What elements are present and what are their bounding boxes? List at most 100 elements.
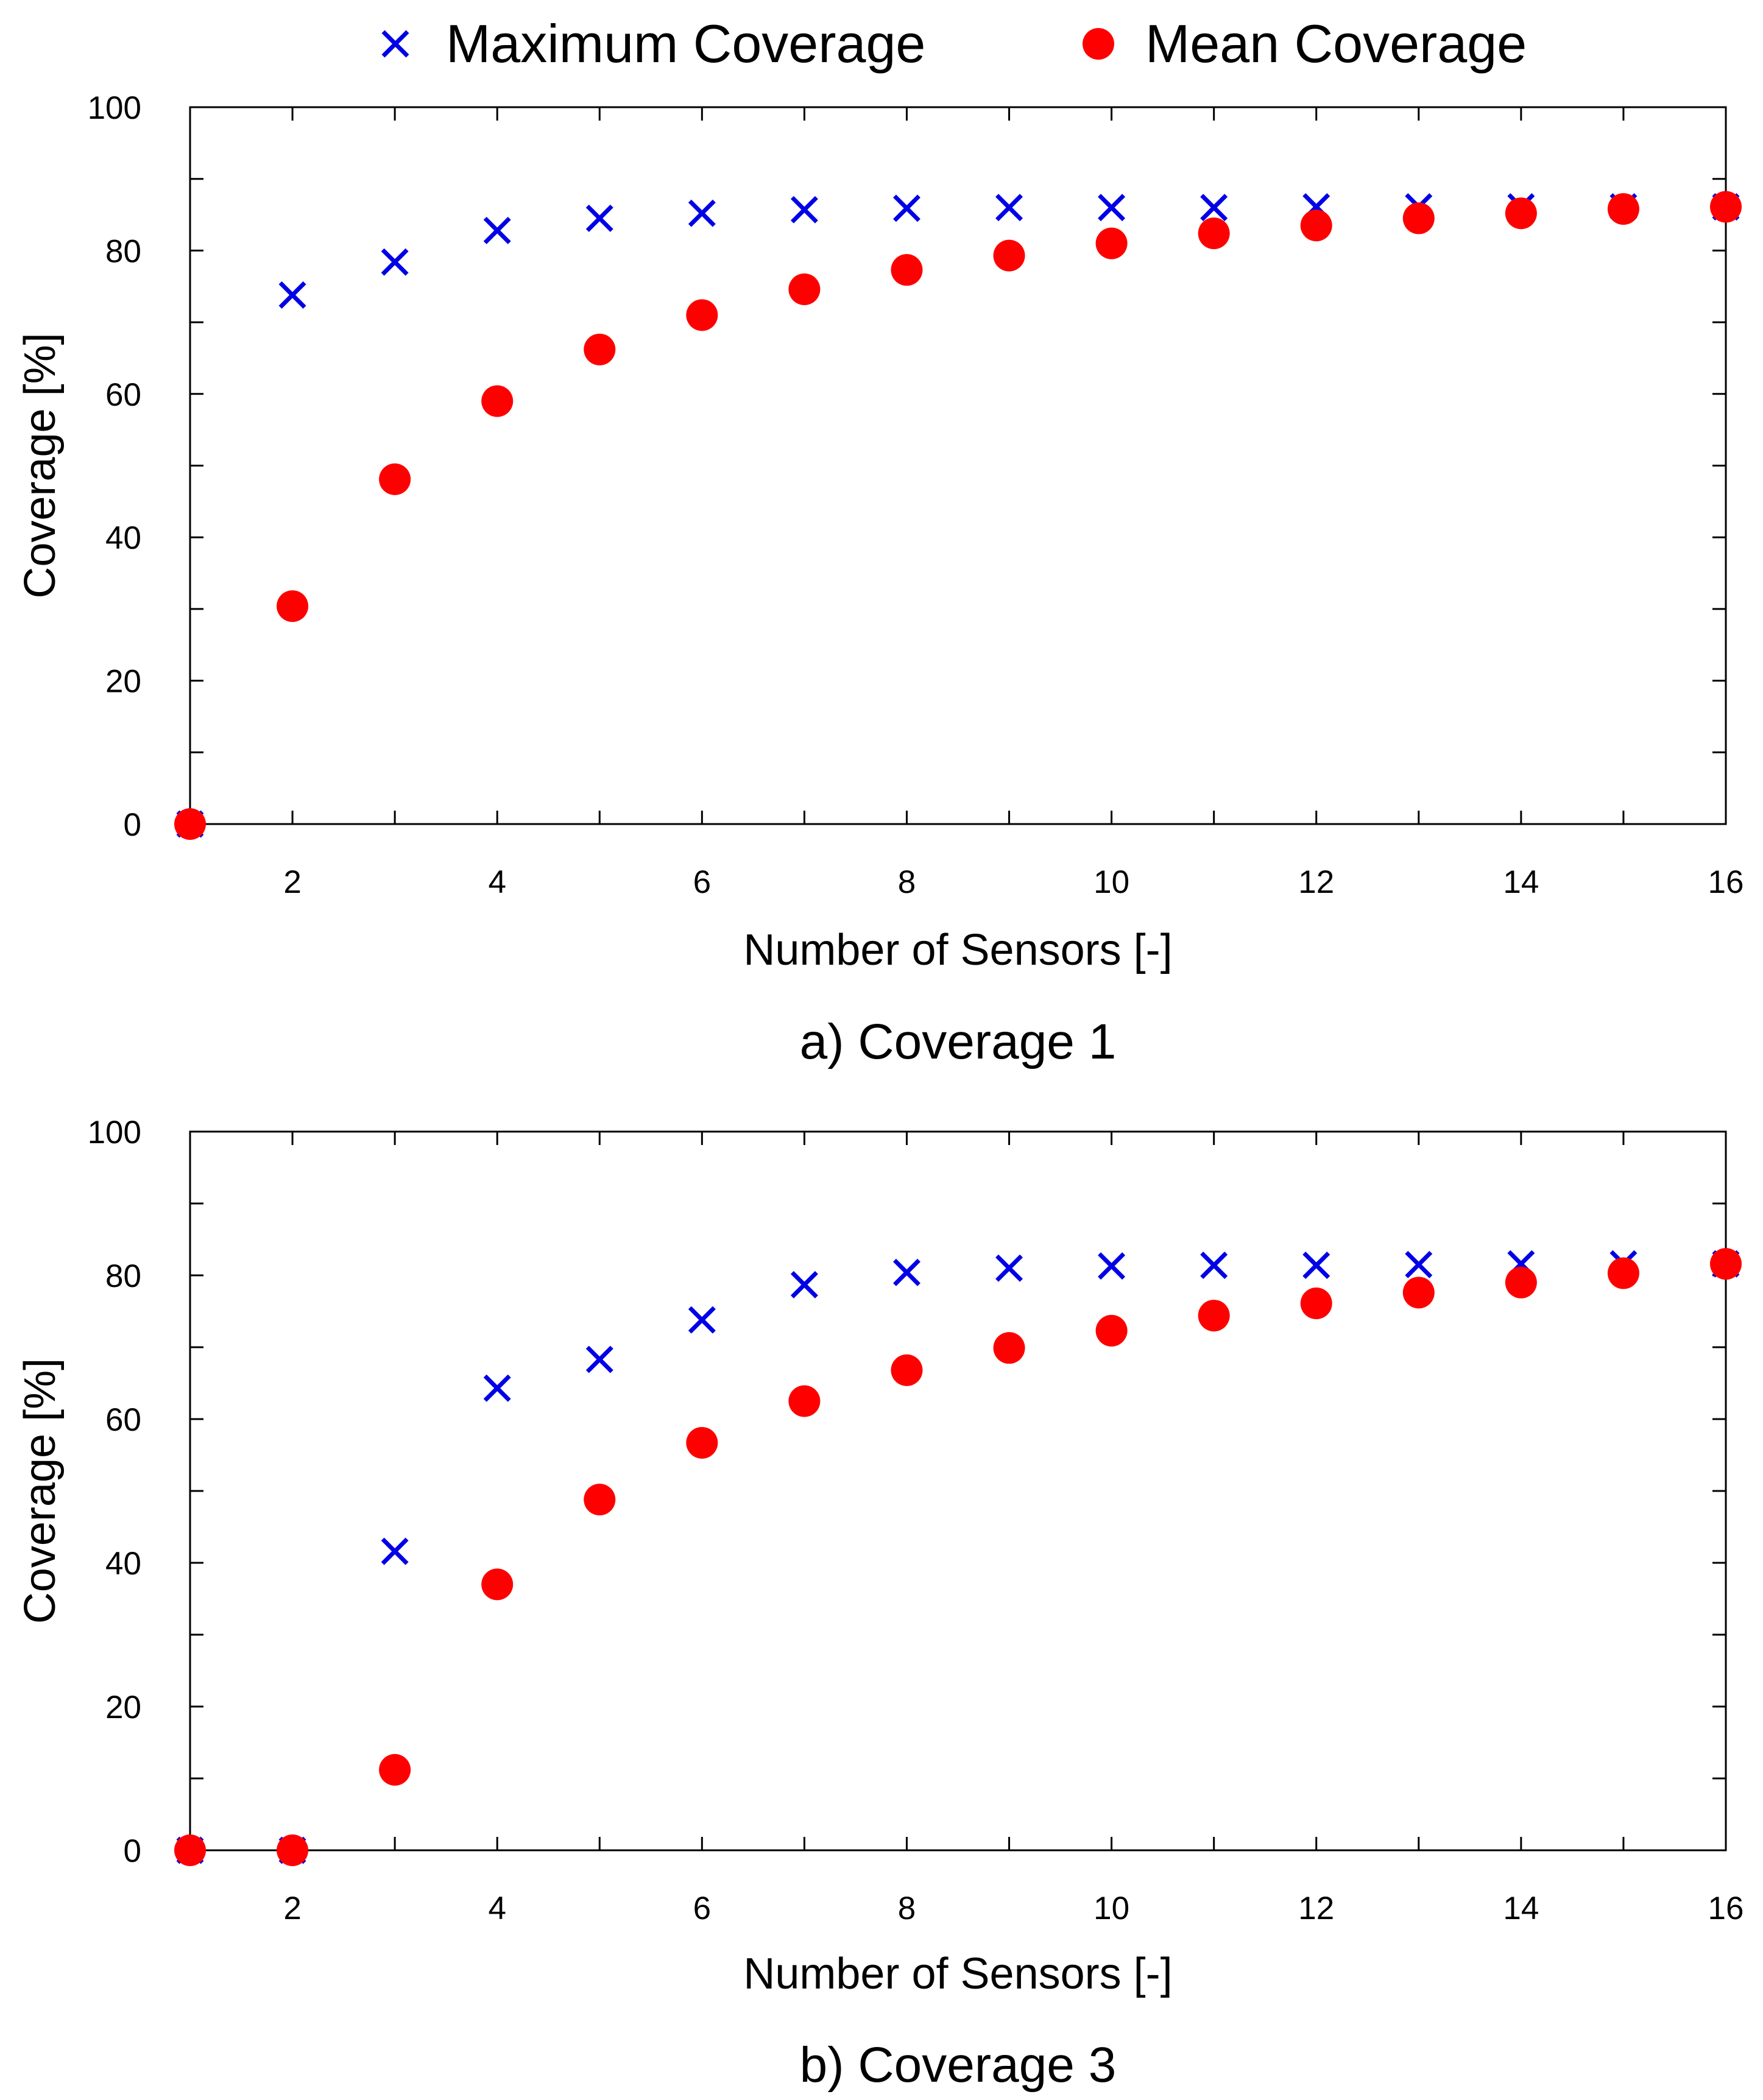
chart-panel-b: 2 4 6 8 10 12 14 16 0 20 40 60 80 100 Number of Sensor…	[16, 1115, 1744, 2093]
series-maximum-coverage	[176, 1250, 1740, 1864]
x-tick-label: 16	[1708, 1890, 1744, 1926]
series-maximum-coverage	[176, 193, 1740, 838]
data-point-mean-coverage	[379, 1753, 411, 1786]
data-point-mean-coverage	[686, 1426, 718, 1459]
data-point-mean-coverage	[1300, 210, 1332, 242]
data-point-mean-coverage	[1505, 197, 1537, 230]
x-tick-label: 2	[283, 1890, 301, 1926]
data-point-maximum-coverage	[1098, 194, 1126, 222]
data-point-maximum-coverage	[995, 194, 1023, 222]
data-point-mean-coverage	[277, 1834, 309, 1866]
data-point-mean-coverage	[1607, 193, 1639, 225]
data-point-mean-coverage	[481, 1568, 514, 1601]
x-tick-label: 14	[1503, 864, 1539, 900]
y-tick-label: 40	[105, 1546, 141, 1582]
y-axis-label: Coverage [%]	[16, 1358, 65, 1624]
data-point-maximum-coverage	[790, 196, 818, 224]
y-tick-label: 80	[105, 233, 141, 269]
x-tick-label: 4	[488, 1890, 506, 1926]
data-point-mean-coverage	[788, 1385, 821, 1417]
x-tick-label: 8	[898, 864, 916, 900]
y-tick-label: 100	[88, 90, 141, 126]
legend-label-mean-coverage: Mean Coverage	[1145, 13, 1527, 74]
data-point-mean-coverage	[277, 590, 309, 622]
x-tick-label: 8	[898, 1890, 916, 1926]
y-tick-label: 20	[105, 664, 141, 700]
y-tick-label: 20	[105, 1690, 141, 1725]
data-point-mean-coverage	[1095, 1314, 1128, 1347]
x-tick-label: 12	[1298, 864, 1334, 900]
y-axis-label: Coverage [%]	[16, 333, 65, 598]
data-point-mean-coverage	[1198, 217, 1230, 250]
legend-label-maximum-coverage: Maximum Coverage	[446, 13, 925, 74]
data-point-mean-coverage	[1402, 1277, 1435, 1309]
x-tick-label: 16	[1708, 864, 1744, 900]
data-point-maximum-coverage	[892, 194, 920, 222]
data-point-maximum-coverage	[688, 1306, 716, 1334]
series-mean-coverage	[174, 1248, 1742, 1866]
data-point-mean-coverage	[788, 273, 821, 305]
y-tick-label: 100	[88, 1115, 141, 1150]
data-point-mean-coverage	[891, 1354, 923, 1386]
data-point-maximum-coverage	[1405, 1250, 1433, 1278]
data-point-mean-coverage	[584, 333, 616, 365]
y-tick-label: 40	[105, 520, 141, 556]
data-point-maximum-coverage	[995, 1254, 1023, 1282]
data-point-maximum-coverage	[1200, 194, 1228, 222]
data-point-mean-coverage	[1607, 1257, 1639, 1289]
chart-caption: b) Coverage 3	[800, 2037, 1117, 2093]
chart-caption: a) Coverage 1	[800, 1014, 1117, 1069]
x-tick-label: 10	[1093, 864, 1129, 900]
x-axis-label: Number of Sensors [-]	[743, 1950, 1172, 1998]
data-point-maximum-coverage	[892, 1258, 920, 1286]
data-point-mean-coverage	[1095, 227, 1128, 259]
data-point-mean-coverage	[993, 239, 1025, 272]
data-point-maximum-coverage	[585, 1345, 613, 1373]
data-point-mean-coverage	[584, 1484, 616, 1516]
x-axis-label: Number of Sensors [-]	[743, 926, 1172, 974]
x-tick-label: 6	[693, 864, 711, 900]
chart-panel-a: 2 4 6 8 10 12 14 16 0 20 40 60 80 100 Number of Sensor…	[16, 90, 1744, 1069]
data-point-maximum-coverage	[381, 1537, 409, 1565]
plot-frame	[189, 1130, 1727, 1852]
data-point-maximum-coverage	[790, 1270, 818, 1298]
data-point-maximum-coverage	[688, 199, 716, 227]
data-point-mean-coverage	[379, 463, 411, 495]
data-point-maximum-coverage	[278, 281, 306, 309]
x-tick-label: 14	[1503, 1890, 1539, 1926]
data-point-mean-coverage	[1710, 1248, 1742, 1280]
data-point-mean-coverage	[891, 254, 923, 286]
data-point-maximum-coverage	[585, 204, 613, 232]
legend: Maximum Coverage Mean Coverage	[381, 13, 1527, 74]
plot-frame	[189, 106, 1727, 825]
x-tick-label: 12	[1298, 1890, 1334, 1926]
y-tick-label: 60	[105, 1402, 141, 1438]
data-point-mean-coverage	[1710, 191, 1742, 223]
legend-marker-maximum-coverage	[381, 30, 409, 58]
series-mean-coverage	[174, 191, 1742, 840]
data-point-maximum-coverage	[483, 216, 511, 244]
data-point-maximum-coverage	[483, 1374, 511, 1402]
y-tick-label: 80	[105, 1258, 141, 1294]
legend-marker-mean-coverage	[1083, 28, 1114, 60]
data-point-mean-coverage	[174, 1834, 206, 1866]
data-point-maximum-coverage	[1200, 1252, 1228, 1279]
data-point-mean-coverage	[1300, 1288, 1332, 1320]
y-tick-label: 0	[124, 1833, 141, 1869]
y-tick-label: 0	[124, 807, 141, 843]
x-tick-label: 10	[1093, 1890, 1129, 1926]
data-point-mean-coverage	[1198, 1300, 1230, 1332]
data-point-mean-coverage	[481, 385, 514, 417]
data-point-mean-coverage	[174, 808, 206, 840]
x-tick-label: 6	[693, 1890, 711, 1926]
data-point-maximum-coverage	[1098, 1252, 1126, 1280]
x-tick-label: 4	[488, 864, 506, 900]
data-point-mean-coverage	[1505, 1266, 1537, 1298]
y-tick-label: 60	[105, 377, 141, 413]
data-point-maximum-coverage	[1302, 1252, 1330, 1279]
data-point-mean-coverage	[686, 299, 718, 331]
x-tick-label: 2	[283, 864, 301, 900]
data-point-maximum-coverage	[381, 248, 409, 276]
data-point-mean-coverage	[993, 1332, 1025, 1364]
